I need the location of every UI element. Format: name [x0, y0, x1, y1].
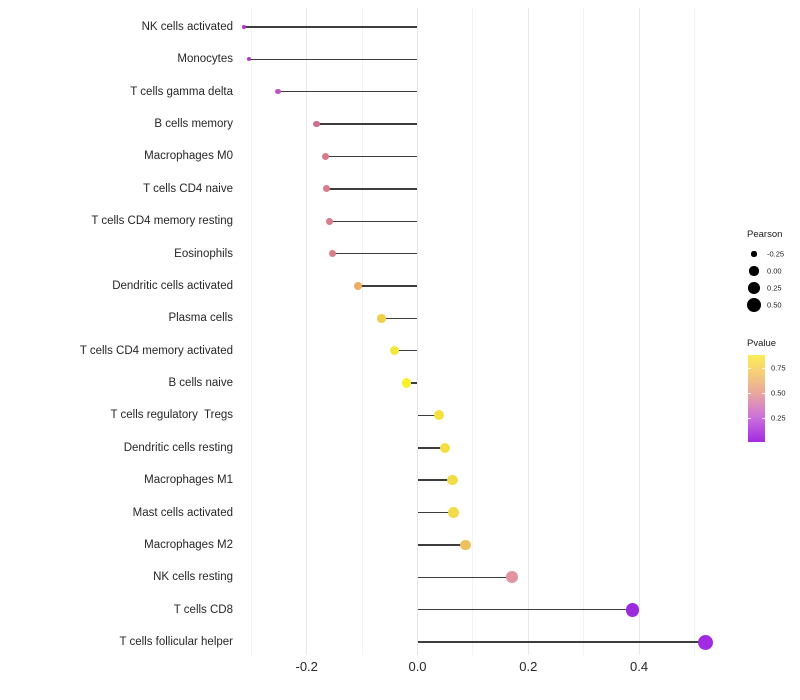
- gridline-minor: [694, 8, 695, 655]
- legend-size-value-label: 0.00: [767, 266, 782, 276]
- lollipop-stem: [358, 285, 418, 287]
- lollipop-stem: [316, 123, 418, 125]
- gridline-major: [527, 8, 529, 655]
- legend-size-dot: [749, 266, 759, 276]
- gridline-major: [417, 8, 418, 655]
- y-axis-label: Macrophages M2: [144, 538, 233, 551]
- colorbar-value-label: 0.50: [771, 388, 786, 398]
- lollipop-dot: [433, 410, 444, 421]
- legend-size-dot: [748, 282, 760, 294]
- legend-size-dot: [751, 251, 757, 257]
- lollipop-dot: [698, 634, 714, 650]
- lollipop-stem: [417, 641, 706, 643]
- lollipop-stem: [417, 479, 453, 481]
- legend-size-dot: [746, 297, 762, 313]
- colorbar-value-label: 0.25: [771, 413, 786, 423]
- lollipop-dot: [506, 571, 519, 584]
- lollipop-stem: [394, 350, 418, 352]
- y-axis-label: Dendritic cells activated: [112, 279, 233, 292]
- gridline-minor: [361, 8, 363, 655]
- lollipop-dot: [354, 281, 363, 290]
- lollipop-stem: [244, 26, 418, 28]
- lollipop-dot: [247, 57, 251, 62]
- lollipop-stem: [417, 576, 513, 578]
- y-axis-label: T cells CD4 naive: [143, 182, 233, 195]
- lollipop-stem: [417, 414, 439, 417]
- lollipop-dot: [460, 539, 472, 551]
- lollipop-dot: [448, 507, 459, 518]
- colorbar-tick: [748, 418, 751, 419]
- x-axis-tick-label: 0.2: [519, 659, 538, 674]
- lollipop-dot: [328, 249, 336, 258]
- y-axis-label: Macrophages M1: [144, 474, 233, 487]
- y-axis-label: NK cells activated: [141, 21, 233, 33]
- y-axis-label: T cells CD4 memory resting: [91, 215, 233, 228]
- lollipop-dot: [275, 89, 281, 95]
- lollipop-dot: [322, 152, 330, 160]
- x-axis-tick-label: 0.0: [408, 659, 427, 674]
- lollipop-dot: [323, 185, 331, 193]
- lollipop-stem: [417, 511, 454, 514]
- y-axis-label: T cells CD8: [173, 603, 233, 616]
- lollipop-stem: [417, 447, 446, 449]
- lollipop-dot: [242, 25, 246, 29]
- lollipop-dot: [440, 442, 451, 453]
- y-axis-label: Mast cells activated: [132, 506, 233, 519]
- gridline-minor: [583, 8, 585, 655]
- lollipop-stem: [406, 382, 418, 384]
- colorbar-tick: [762, 393, 765, 394]
- y-axis-label: Plasma cells: [168, 312, 233, 325]
- y-axis-label: T cells CD4 memory activated: [79, 344, 233, 357]
- gridline-minor: [250, 8, 252, 655]
- y-axis-label: T cells follicular helper: [119, 636, 233, 649]
- lollipop-dot: [377, 313, 386, 323]
- lollipop-stem: [329, 220, 418, 222]
- legend-size-value-label: 0.25: [767, 283, 782, 293]
- y-axis-label: T cells regulatory Tregs: [110, 409, 233, 422]
- y-axis-label: T cells gamma delta: [130, 85, 233, 98]
- lollipop-stem: [249, 58, 418, 61]
- lollipop-stem: [277, 91, 418, 93]
- legend-color-title: Pvalue: [747, 338, 777, 349]
- y-axis-label: B cells memory: [154, 118, 233, 131]
- lollipop-stem: [417, 544, 466, 546]
- legend-size-value-label: 0.50: [767, 300, 782, 310]
- colorbar-tick: [762, 418, 765, 419]
- lollipop-stem: [326, 188, 418, 190]
- y-axis-label: Monocytes: [177, 53, 233, 66]
- lollipop-dot: [325, 217, 333, 225]
- gridline-minor: [472, 8, 474, 655]
- lollipop-dot: [447, 474, 458, 486]
- gridline-major: [638, 8, 640, 655]
- y-axis-label: Eosinophils: [174, 247, 233, 260]
- lollipop-stem: [417, 608, 633, 611]
- legend-colorbar: [748, 355, 765, 442]
- lollipop-dot: [389, 346, 399, 356]
- colorbar-tick: [748, 393, 751, 394]
- legend-size-title: Pearson: [747, 229, 783, 240]
- lollipop-stem: [325, 155, 418, 158]
- x-axis-tick-label: -0.2: [295, 659, 318, 674]
- legend-size-value-label: -0.25: [767, 249, 785, 259]
- y-axis-label: Dendritic cells resting: [123, 441, 233, 454]
- y-axis-label: Macrophages M0: [144, 150, 233, 163]
- x-axis-tick-label: 0.4: [630, 659, 649, 674]
- lollipop-stem: [381, 317, 418, 320]
- lollipop-stem: [332, 252, 418, 255]
- y-axis-label: B cells naive: [168, 377, 233, 390]
- gridline-major: [306, 8, 308, 655]
- y-axis-label: NK cells resting: [153, 571, 233, 584]
- lollipop-dot: [401, 378, 412, 388]
- lollipop-dot: [625, 602, 640, 617]
- colorbar-tick: [748, 368, 751, 369]
- colorbar-value-label: 0.75: [771, 363, 786, 373]
- colorbar-tick: [762, 368, 765, 369]
- lollipop-dot: [313, 120, 321, 128]
